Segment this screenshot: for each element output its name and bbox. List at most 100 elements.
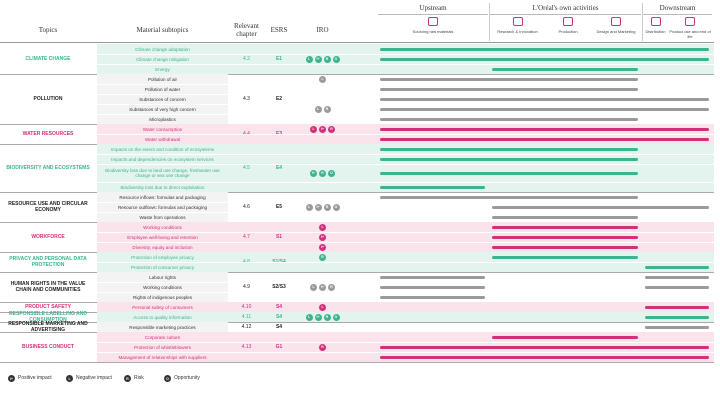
header-esrs: ESRS — [270, 26, 288, 34]
topic-band — [97, 302, 714, 312]
value-chain-bar — [645, 325, 709, 329]
chapter: 4.12 — [241, 324, 252, 330]
iro-icon: R — [323, 105, 331, 113]
value-chain-bar — [380, 107, 709, 111]
chapter: 4.9 — [243, 284, 250, 290]
subtopic: Water withdrawal — [144, 136, 181, 142]
row-rule — [97, 104, 714, 105]
chapter: 4.2 — [243, 56, 250, 62]
value-chain-bar — [380, 195, 638, 199]
row-rule — [97, 202, 714, 203]
value-chain-bar — [380, 77, 638, 81]
group-divider — [489, 3, 490, 41]
value-chain-bar — [645, 305, 709, 309]
row-rule — [97, 262, 714, 263]
legend-label: Risk — [134, 375, 144, 381]
iro-icon: O — [332, 55, 340, 63]
topic-name: PRODUCT SAFETY — [25, 304, 71, 310]
sub-cell-bg — [97, 302, 228, 312]
group-rule — [378, 14, 488, 15]
sub-cell-bg — [97, 272, 228, 302]
subtopic: Employee well-being and retention — [127, 234, 198, 240]
esrs: E1 — [275, 56, 283, 62]
iro-icon: I- — [319, 75, 326, 83]
subtopic: Energy — [155, 66, 170, 72]
subtopic: Protection of consumer privacy — [130, 264, 195, 270]
value-chain-bar — [492, 245, 638, 249]
topic-name: HUMAN RIGHTS IN THE VALUE CHAIN AND COMM… — [10, 281, 86, 293]
value-chain-bar — [380, 285, 485, 289]
iro-icon: I- — [305, 55, 313, 63]
chapter: 4.6 — [243, 204, 250, 210]
esrs: E4 — [275, 165, 283, 171]
row-rule — [97, 282, 714, 283]
stage-icon — [611, 17, 621, 26]
topic-name: PRIVACY AND PERSONAL DATA PROTECTION — [9, 256, 87, 268]
stage-icon — [685, 17, 695, 26]
sub-cell-bg — [97, 312, 228, 322]
value-chain-bar — [492, 225, 638, 229]
row-rule — [97, 212, 714, 213]
iro-icon: I- — [310, 125, 317, 133]
row-rule — [97, 134, 714, 135]
group-label: Upstream — [419, 4, 447, 12]
subtopic: Rights of indigenous peoples — [133, 294, 192, 300]
esrs: S2/S3 — [272, 284, 286, 290]
stage-label: Design and Marketing — [596, 29, 636, 34]
row-rule — [97, 94, 714, 95]
row-rule — [97, 54, 714, 55]
subtopic: Resource outflows: formulas and packagin… — [117, 204, 208, 210]
iro-icon: R — [319, 169, 326, 177]
value-chain-bar — [380, 87, 638, 91]
topic-rule — [0, 362, 714, 363]
value-chain-bar — [380, 355, 709, 359]
value-chain-bar — [380, 295, 485, 299]
topic-rule — [0, 322, 714, 323]
chapter: 4.10 — [241, 304, 252, 310]
iro-icon: R — [319, 253, 326, 261]
chapter: 4.11 — [241, 314, 252, 320]
legend-label: Positive impact — [18, 375, 52, 381]
subtopic: Impacts on the extent and condition of e… — [110, 146, 215, 152]
subtopic: Responsible marketing practices — [129, 324, 196, 330]
value-chain-bar — [645, 315, 709, 319]
header-subtopics: Material subtopics — [136, 26, 189, 34]
sub-cell-bg — [97, 332, 228, 362]
value-chain-bar — [645, 285, 709, 289]
legend-label: Opportunity — [174, 375, 200, 381]
chapter: 4.7 — [243, 234, 250, 240]
topic-rule — [0, 74, 714, 75]
iro-icon: I- — [319, 223, 326, 231]
row-rule — [97, 182, 714, 183]
iro-icon: R — [328, 283, 335, 291]
row-rule — [97, 114, 714, 115]
stage-icon — [512, 17, 523, 26]
topic-name: RESPONSIBLE MARKETING AND ADVERTISING — [8, 321, 88, 333]
topic-name: POLLUTION — [33, 96, 63, 102]
esrs: S4 — [275, 324, 283, 330]
value-chain-bar — [380, 147, 638, 151]
value-chain-bar — [380, 117, 638, 121]
header-iro: IRO — [316, 26, 329, 34]
iro-icon: I+ — [319, 283, 326, 291]
iro-icon: I+ — [319, 243, 326, 251]
stage-label: Sourcing raw materials — [412, 29, 454, 34]
value-chain-bar — [380, 185, 485, 189]
value-chain-bar — [380, 127, 709, 131]
group-rule — [490, 14, 641, 15]
row-rule — [97, 164, 714, 165]
value-chain-bar — [380, 47, 709, 51]
group-label: Downstream — [659, 4, 696, 12]
esrs: S4 — [275, 304, 283, 310]
row-rule — [97, 232, 714, 233]
legend-label: Negative impact — [76, 375, 112, 381]
subtopic: Climate change mitigation — [136, 56, 189, 62]
subtopic: Biodiversity loss due to land use change… — [105, 168, 220, 178]
value-chain-bar — [492, 235, 638, 239]
legend-icon: O — [164, 375, 171, 382]
topic-rule — [0, 272, 714, 273]
esrs: E5 — [275, 204, 283, 210]
subtopic: Biodiversity loss due to direct exploita… — [120, 184, 205, 190]
value-chain-bar — [380, 137, 709, 141]
